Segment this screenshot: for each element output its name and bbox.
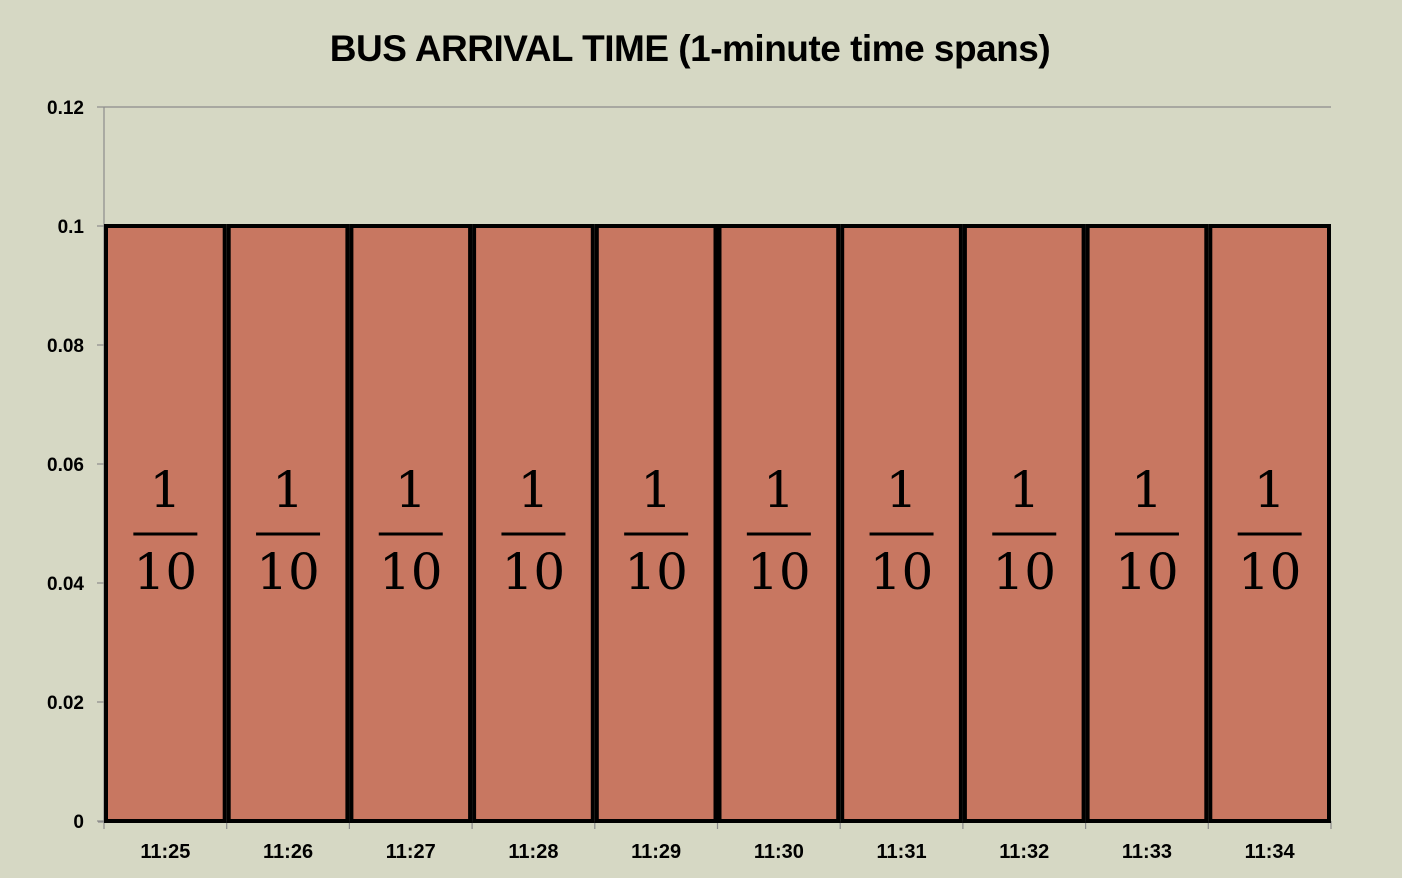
data-label-denominator: 10 [134, 543, 198, 601]
data-label-numerator: 1 [1254, 461, 1286, 519]
bar [1208, 224, 1332, 823]
y-tick-label: 0.12 [47, 98, 84, 119]
x-tick-label: 11:25 [140, 841, 190, 863]
bars [104, 224, 1332, 823]
y-tick-label: 0.04 [47, 574, 84, 595]
data-label-denominator: 10 [870, 543, 934, 601]
bar [349, 224, 473, 823]
x-tick-label: 11:30 [754, 841, 804, 863]
data-label-fraction: 110 [133, 461, 198, 601]
data-label-numerator: 1 [149, 461, 181, 519]
data-label-denominator: 10 [1115, 543, 1179, 601]
data-label-fraction: 110 [624, 461, 689, 601]
x-tick-label: 11:27 [386, 841, 436, 863]
data-label-denominator: 10 [256, 543, 320, 601]
bar [226, 224, 350, 823]
data-label-fraction: 110 [869, 461, 934, 601]
data-label-denominator: 10 [502, 543, 566, 601]
data-label-denominator: 10 [379, 543, 443, 601]
data-label-numerator: 1 [763, 461, 795, 519]
data-label-numerator: 1 [518, 461, 550, 519]
data-label-fraction: 110 [746, 461, 811, 601]
data-label-denominator: 10 [1238, 543, 1302, 601]
data-label-denominator: 10 [992, 543, 1056, 601]
data-label-denominator: 10 [624, 543, 688, 601]
x-tick-label: 11:34 [1245, 841, 1296, 863]
x-tick-label: 11:32 [999, 841, 1049, 863]
data-label-numerator: 1 [1008, 461, 1040, 519]
data-label-numerator: 1 [395, 461, 427, 519]
bar [104, 224, 227, 823]
y-tick-label: 0.1 [58, 217, 85, 238]
x-tick-label: 11:31 [877, 841, 927, 863]
data-label-numerator: 1 [272, 461, 304, 519]
data-label-denominator: 10 [747, 543, 811, 601]
bar [1085, 224, 1209, 823]
data-label-numerator: 1 [886, 461, 918, 519]
data-label-fraction: 110 [1114, 461, 1179, 601]
bar [962, 224, 1086, 823]
data-label-numerator: 1 [1131, 461, 1163, 519]
x-tick-label: 11:28 [508, 841, 558, 863]
bar [717, 224, 841, 823]
x-tick-label: 11:26 [263, 841, 313, 863]
y-tick-label: 0.06 [47, 455, 84, 476]
y-tick-label: 0.08 [47, 336, 84, 357]
data-label-fraction: 110 [992, 461, 1057, 601]
bar [594, 224, 718, 823]
data-label-fraction: 110 [1237, 461, 1302, 601]
data-label-fraction: 110 [378, 461, 443, 601]
bar [840, 224, 963, 823]
bar [472, 224, 595, 823]
chart-title: BUS ARRIVAL TIME (1-minute time spans) [329, 28, 1051, 69]
data-label-fraction: 110 [256, 461, 321, 601]
data-label-fraction: 110 [501, 461, 566, 601]
y-tick-label: 0 [73, 812, 84, 833]
y-tick-label: 0.02 [47, 693, 84, 714]
data-label-numerator: 1 [640, 461, 672, 519]
x-tick-label: 11:33 [1122, 841, 1172, 863]
x-tick-label: 11:29 [631, 841, 681, 863]
